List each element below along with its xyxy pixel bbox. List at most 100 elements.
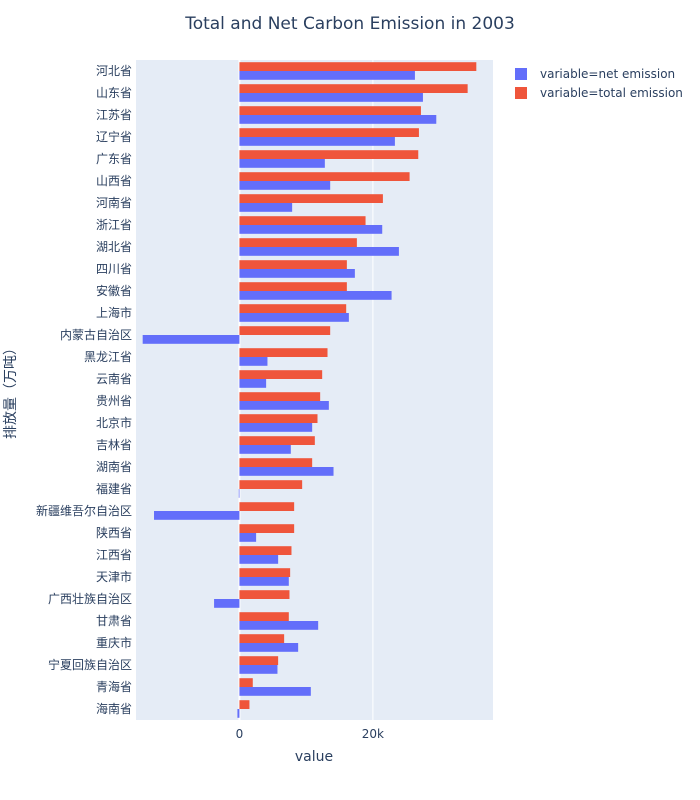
bar-net [239, 357, 268, 366]
y-tick-label: 新疆维吾尔自治区 [36, 503, 132, 518]
bar-total [239, 590, 290, 599]
bar-total [239, 502, 295, 511]
y-tick-label: 重庆市 [96, 635, 132, 650]
y-tick-label: 陕西省 [96, 525, 132, 540]
bar-net [142, 335, 240, 344]
y-axis-title: 排放量（万吨） [3, 341, 19, 439]
chart-title: Total and Net Carbon Emission in 2003 [184, 14, 515, 34]
bar-net [239, 225, 383, 234]
bar-net [239, 643, 299, 652]
bar-net [239, 621, 319, 630]
bar-total [239, 524, 295, 533]
bar-net [214, 599, 240, 608]
x-tick-label: 0 [236, 727, 244, 741]
bar-total [239, 304, 347, 313]
y-tick-labels: 河北省山东省江苏省辽宁省广东省山西省河南省浙江省湖北省四川省安徽省上海市内蒙古自… [36, 64, 132, 716]
y-tick-label: 北京市 [96, 415, 132, 430]
bar-net [239, 577, 289, 586]
y-tick-label: 吉林省 [96, 438, 132, 452]
bar-net [239, 313, 349, 322]
bar-total [239, 458, 313, 467]
bar-total [239, 238, 357, 247]
legend-swatch[interactable] [515, 87, 527, 99]
bar-net [239, 137, 395, 146]
bar-net [239, 181, 331, 190]
bar-net [239, 159, 325, 168]
bar-net [239, 665, 278, 674]
bar-net [239, 555, 279, 564]
y-tick-label: 贵州省 [96, 394, 132, 408]
y-tick-label: 广西壮族自治区 [48, 592, 132, 606]
bar-net [239, 203, 293, 212]
bar-net [239, 533, 257, 542]
bar-net [239, 379, 267, 388]
bar-net [239, 115, 437, 124]
bar-total [239, 260, 347, 269]
legend: variable=net emission variable=total emis… [515, 67, 683, 100]
bar-total [239, 84, 468, 93]
bar-total [239, 128, 419, 137]
bar-total [239, 62, 477, 71]
bar-total [239, 414, 318, 423]
x-tick-labels: 0 20k [236, 727, 384, 741]
bars [142, 62, 477, 718]
y-tick-label: 云南省 [96, 371, 132, 386]
bar-total [239, 700, 250, 709]
y-tick-label: 天津市 [96, 569, 132, 584]
bar-net [239, 467, 334, 476]
bar-total [239, 392, 321, 401]
plot-background [136, 60, 493, 720]
y-tick-label: 黑龙江省 [84, 350, 132, 364]
bar-net [239, 269, 355, 278]
bar-total [239, 568, 291, 577]
bar-total [239, 546, 292, 555]
y-tick-label: 内蒙古自治区 [60, 327, 132, 342]
legend-item-label[interactable]: variable=total emission [540, 86, 683, 100]
y-tick-label: 浙江省 [96, 218, 132, 232]
y-tick-label: 海南省 [96, 701, 132, 716]
y-tick-label: 安徽省 [96, 283, 132, 298]
bar-total [239, 326, 331, 335]
y-tick-label: 山西省 [96, 174, 132, 188]
y-tick-label: 上海市 [96, 305, 132, 320]
bar-total [239, 656, 279, 665]
bar-total [239, 106, 421, 115]
y-tick-label: 湖南省 [96, 459, 132, 474]
bar-total [239, 480, 303, 489]
y-tick-label: 山东省 [96, 86, 132, 100]
bar-net [239, 71, 415, 80]
bar-total [239, 436, 315, 445]
y-tick-label: 青海省 [96, 679, 132, 694]
bar-net [239, 445, 291, 454]
bar-total [239, 194, 383, 203]
y-tick-label: 江西省 [96, 548, 132, 562]
bar-net [239, 687, 311, 696]
bar-total [239, 678, 253, 687]
bar-net [154, 511, 240, 520]
bar-net [239, 247, 399, 256]
bar-total [239, 370, 323, 379]
y-tick-label: 福建省 [96, 481, 132, 496]
bar-net [239, 401, 329, 410]
bar-net [238, 489, 240, 498]
bar-net [237, 709, 240, 718]
legend-swatch[interactable] [515, 68, 527, 80]
y-tick-label: 辽宁省 [96, 129, 132, 144]
y-tick-label: 江苏省 [96, 108, 132, 122]
legend-item-label[interactable]: variable=net emission [540, 67, 675, 81]
bar-total [239, 216, 366, 225]
y-tick-label: 甘肃省 [96, 614, 132, 628]
y-tick-label: 湖北省 [96, 239, 132, 254]
x-axis-title: value [295, 749, 333, 765]
y-tick-label: 河北省 [96, 64, 132, 78]
y-tick-label: 宁夏回族自治区 [48, 657, 132, 672]
y-tick-label: 四川省 [96, 262, 132, 276]
bar-total [239, 172, 410, 181]
grid [238, 60, 374, 720]
bar-total [239, 348, 328, 357]
y-tick-label: 河南省 [96, 195, 132, 210]
bar-net [239, 291, 392, 300]
bar-total [239, 612, 289, 621]
bar-total [239, 282, 347, 291]
